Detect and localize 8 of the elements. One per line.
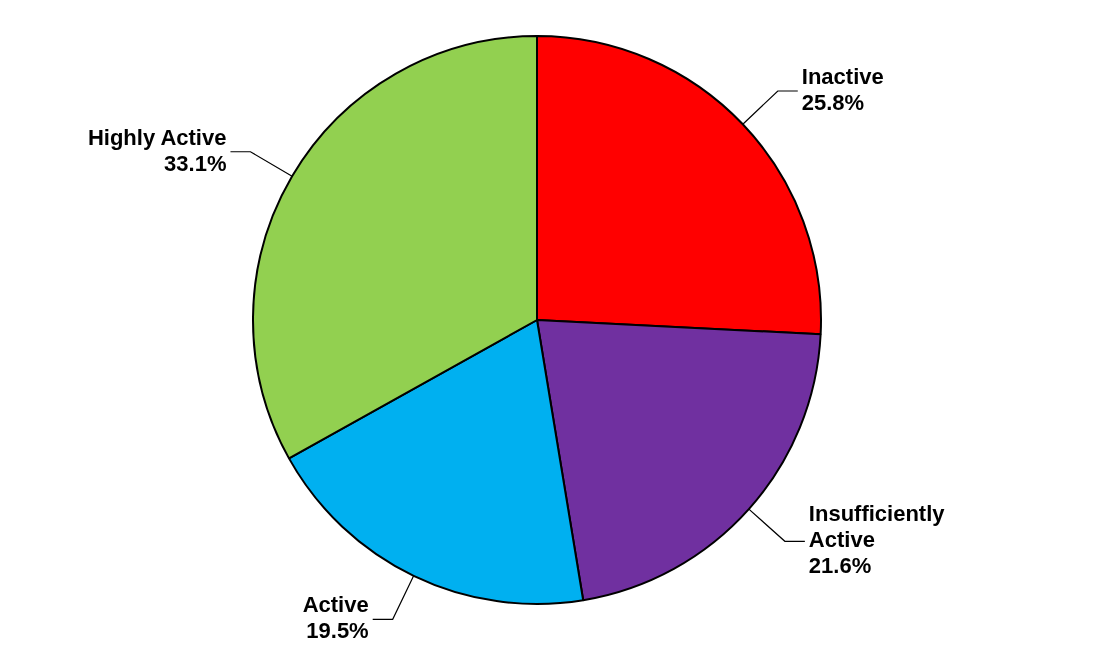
slice-label: Inactive xyxy=(801,64,884,90)
data-label: 25.8% xyxy=(801,90,865,116)
slice-label: Highly Active xyxy=(87,124,227,150)
data-label: 33.1% xyxy=(164,150,227,176)
data-label: 21.6% xyxy=(808,553,872,579)
slice-label: Active xyxy=(302,592,369,618)
data-label: 19.5% xyxy=(306,618,369,644)
slice-label: Insufficiently Active xyxy=(808,501,946,553)
